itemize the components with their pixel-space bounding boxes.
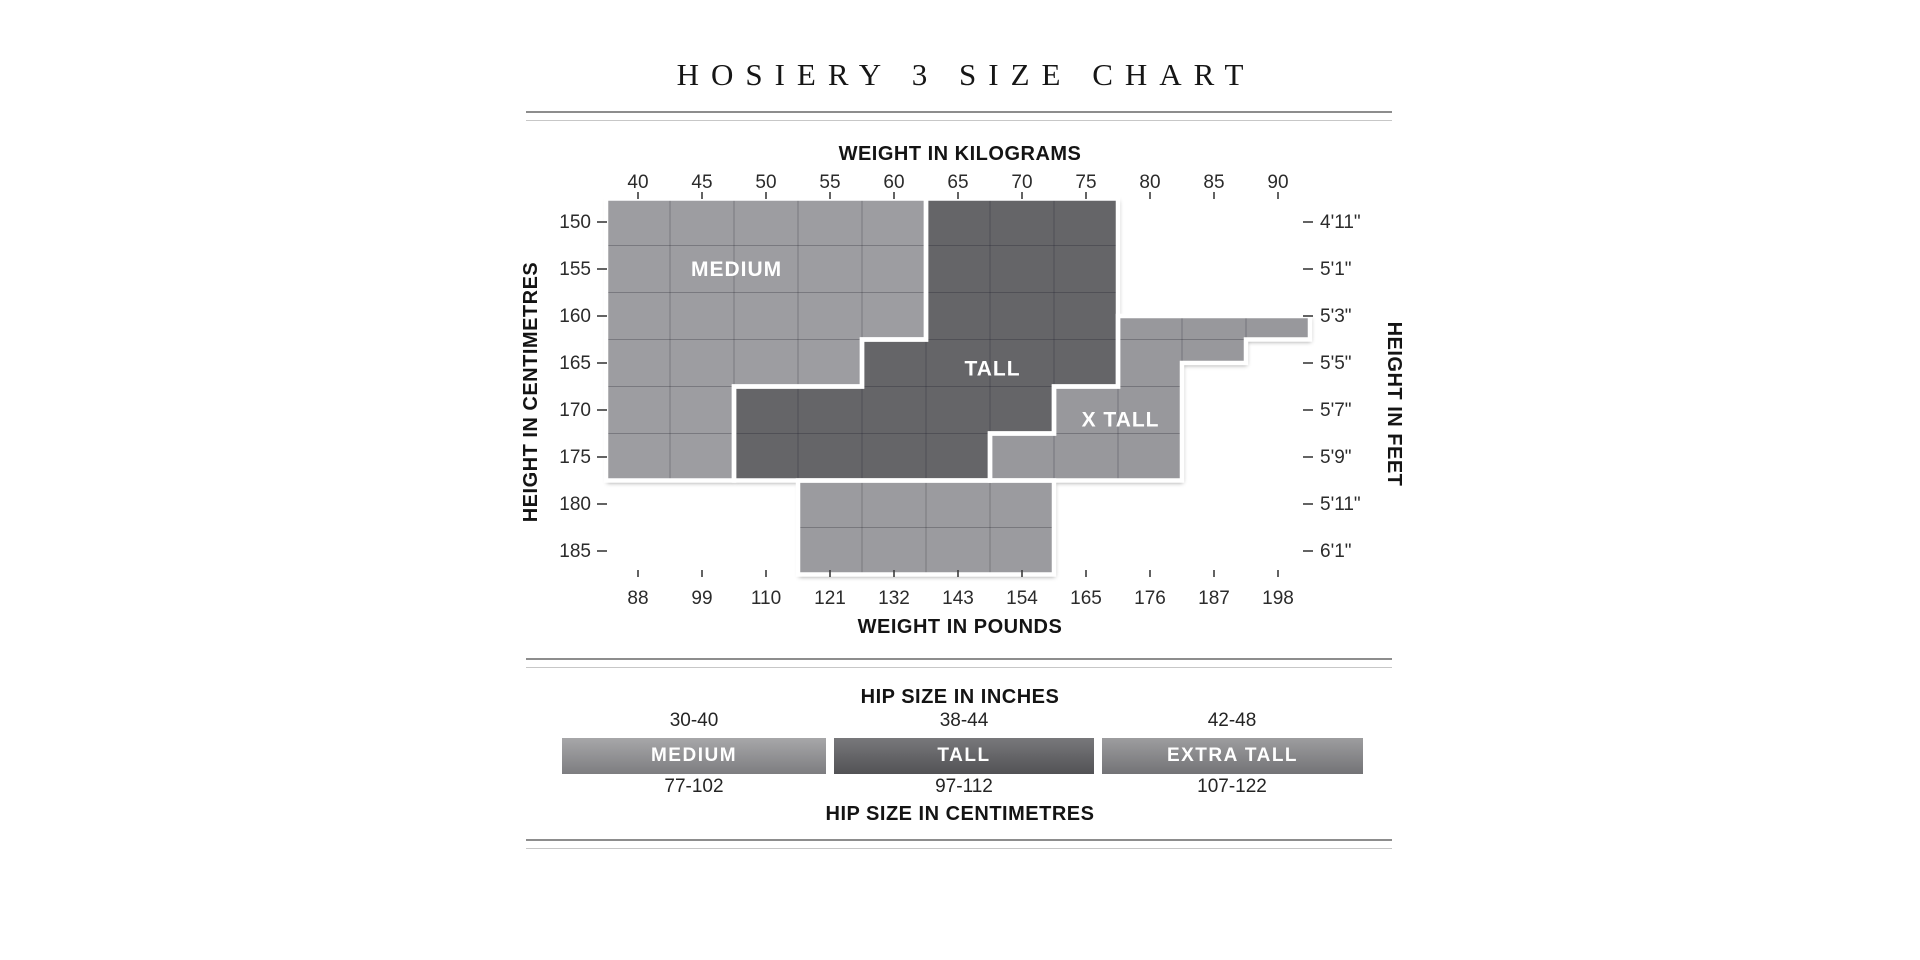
hip-bar-tall-label: TALL — [937, 745, 991, 766]
hip-size-centimetres-title: HIP SIZE IN CENTIMETRES — [825, 803, 1095, 825]
region-outline-medium-lower-extension — [795, 478, 1057, 577]
hip-bar-tall: TALL — [834, 738, 1094, 774]
bottom-axis-title: WEIGHT IN POUNDS — [858, 616, 1063, 638]
kg-tick-label: 90 — [1267, 172, 1288, 193]
right-axis-title: HEIGHT IN FEET — [1383, 322, 1405, 487]
left-axis-title: HEIGHT IN CENTIMETRES — [520, 262, 542, 523]
kg-tick-label: 80 — [1139, 172, 1160, 193]
hip-bar-extra-tall: EXTRA TALL — [1102, 738, 1363, 774]
hip-cm-range-medium: 77-102 — [664, 776, 724, 797]
top-axis-title: WEIGHT IN KILOGRAMS — [839, 143, 1082, 165]
cm-tick-label: 175 — [559, 447, 591, 468]
kg-tick-label: 60 — [883, 172, 904, 193]
divider-line-thick — [526, 111, 1392, 113]
divider-line-thick — [526, 839, 1392, 841]
lb-tick-label: 99 — [691, 588, 712, 609]
region-label-medium: MEDIUM — [691, 258, 782, 281]
lb-tick-label: 198 — [1262, 588, 1294, 609]
lb-tick-label: 165 — [1070, 588, 1102, 609]
divider-line-thin — [526, 120, 1392, 121]
lb-tick-label: 121 — [814, 588, 846, 609]
feet-tick-label: 4'11" — [1320, 212, 1361, 233]
region-outline-x-tall — [987, 313, 1313, 483]
feet-tick-label: 6'1" — [1320, 541, 1352, 562]
hip-size-inches-title: HIP SIZE IN INCHES — [860, 686, 1060, 708]
hip-cm-range-extra-tall: 107-122 — [1197, 776, 1267, 797]
region-x-tall — [990, 316, 1310, 481]
kg-tick-label: 50 — [755, 172, 776, 193]
kg-tick-label: 70 — [1011, 172, 1032, 193]
kg-tick-label: 65 — [947, 172, 968, 193]
feet-tick-label: 5'5" — [1320, 353, 1352, 374]
region-label-x-tall: X TALL — [1082, 408, 1160, 431]
hip-inches-range-medium: 30-40 — [669, 710, 719, 731]
lb-tick-label: 132 — [878, 588, 910, 609]
feet-tick-label: 5'9" — [1320, 447, 1352, 468]
hip-bar-medium-label: MEDIUM — [650, 745, 738, 766]
cm-tick-label: 185 — [559, 541, 591, 562]
kg-tick-label: 40 — [627, 172, 648, 193]
hip-cm-range-tall: 97-112 — [935, 776, 993, 797]
kg-tick-label: 75 — [1075, 172, 1096, 193]
hip-bar-medium: MEDIUM — [562, 738, 826, 774]
hip-section-bottom-divider — [526, 839, 1392, 849]
lb-tick-label: 176 — [1134, 588, 1166, 609]
region-label-tall: TALL — [965, 358, 1021, 381]
lb-tick-label: 143 — [942, 588, 974, 609]
kg-tick-label: 85 — [1203, 172, 1224, 193]
hip-bar-extra-tall-label: EXTRA TALL — [1166, 745, 1299, 766]
feet-tick-label: 5'11" — [1320, 494, 1361, 515]
lb-tick-label: 187 — [1198, 588, 1230, 609]
cm-tick-label: 150 — [559, 212, 591, 233]
lb-tick-label: 154 — [1006, 588, 1038, 609]
divider-line-thin — [526, 848, 1392, 849]
lb-tick-label: 88 — [627, 588, 648, 609]
cm-tick-label: 160 — [559, 306, 591, 327]
cm-tick-label: 155 — [559, 259, 591, 280]
divider-line-thin — [526, 667, 1392, 668]
lb-tick-label: 110 — [751, 588, 781, 609]
feet-tick-label: 5'3" — [1320, 306, 1352, 327]
hip-inches-range-extra-tall: 42-48 — [1207, 710, 1257, 731]
cm-tick-label: 165 — [559, 353, 591, 374]
feet-tick-label: 5'1" — [1320, 259, 1352, 280]
cm-tick-label: 180 — [559, 494, 591, 515]
divider-line-thick — [526, 658, 1392, 660]
title-divider — [526, 111, 1392, 121]
feet-tick-label: 5'7" — [1320, 400, 1352, 421]
kg-tick-label: 55 — [819, 172, 840, 193]
hip-section-top-divider — [526, 658, 1392, 668]
cm-tick-label: 170 — [559, 400, 591, 421]
page-title: HOSIERY 3 SIZE CHART — [676, 57, 1256, 92]
kg-tick-label: 45 — [691, 172, 712, 193]
hip-inches-range-tall: 38-44 — [939, 710, 989, 731]
